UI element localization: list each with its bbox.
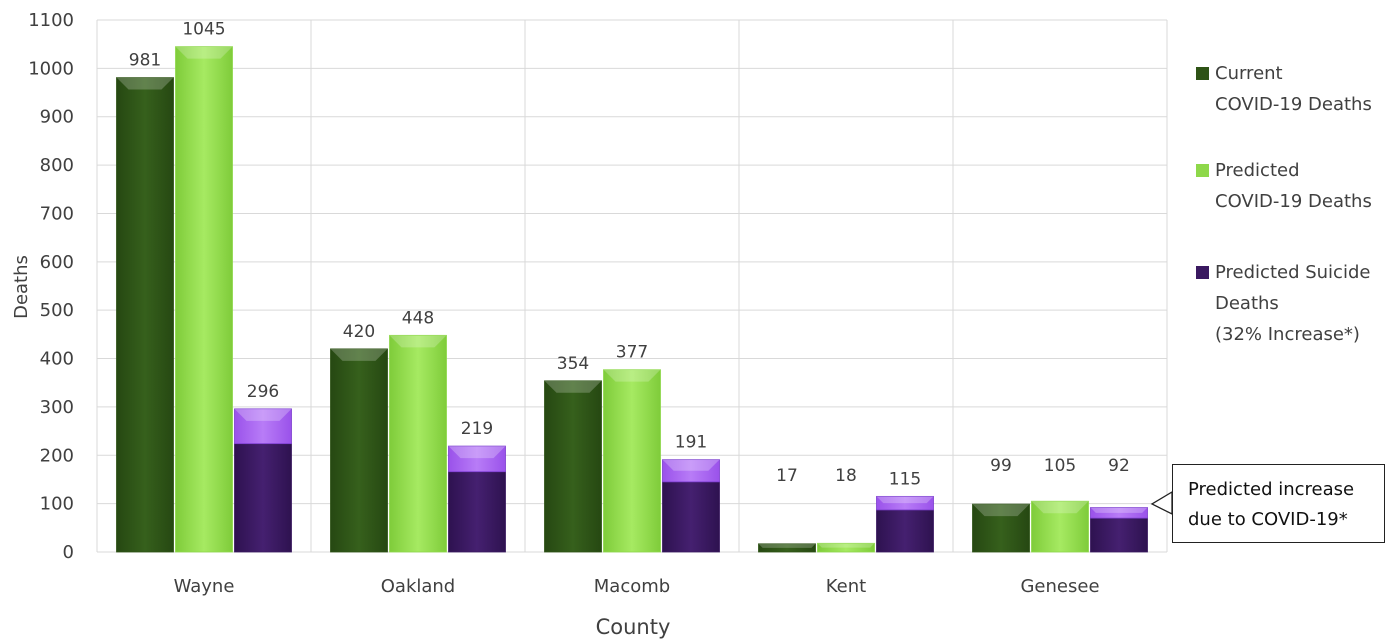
x-tick-label: Kent [826,576,866,597]
data-label-suicide-oakland: 219 [461,419,493,439]
bar-suicide-increase-genesee [1090,507,1148,519]
bar-bevel [1090,507,1148,513]
data-labels: 981 1045 296 420 448 219 354 377 191 17 18 115 99 105… [129,20,1130,490]
y-tick-label: 900 [40,107,74,128]
bar-bevel [758,543,816,548]
x-tick-label: Wayne [174,576,235,597]
bar-suicide-increase-oakland [448,445,506,473]
bar-bevel [972,504,1030,517]
gridlines [96,19,1168,553]
y-tick-label: 1000 [28,58,74,79]
data-label-current-macomb: 354 [557,354,589,374]
bar-bevel [817,543,875,548]
legend-swatch-suicide [1196,266,1209,279]
bar-bevel [876,496,934,504]
bar-bevel [448,446,506,459]
data-label-predicted-genesee: 105 [1044,456,1076,476]
bar-current-wayne [116,77,174,553]
bar-suicide-increase-kent [876,495,934,511]
x-tick-label: Genesee [1020,576,1099,597]
bar-suicide-base-genesee [1090,517,1148,553]
x-tick-label: Oakland [381,576,456,597]
legend-label: Predicted COVID-19 Deaths [1215,160,1372,212]
bar-current-macomb [544,380,602,553]
data-label-suicide-genesee: 92 [1108,456,1130,476]
y-tick-label: 300 [40,397,74,418]
y-tick-label: 0 [63,542,74,563]
data-label-predicted-wayne: 1045 [182,20,225,40]
bar-predicted-wayne [175,46,233,553]
y-tick-label: 400 [40,349,74,370]
data-label-current-wayne: 981 [129,51,161,71]
bar-suicide-base-macomb [662,481,720,553]
legend-swatch-current [1196,67,1209,80]
y-tick-label: 500 [40,300,74,321]
bar-suicide-base-oakland [448,471,506,553]
x-axis-title: County [596,615,671,639]
bar-suicide-base-wayne [234,443,292,553]
y-tick-label: 1100 [28,10,74,31]
bar-suicide-increase-macomb [662,459,720,483]
bar-bevel [544,380,602,393]
bar-bevel [330,348,388,361]
bar-suicide-increase-wayne [234,408,292,445]
data-label-current-kent: 17 [776,466,798,486]
bar-bevel [116,77,174,90]
data-label-predicted-kent: 18 [835,466,857,486]
bar-predicted-kent [817,542,875,553]
callout-text: Predicted increase due to COVID-19* [1188,479,1355,530]
data-label-predicted-macomb: 377 [616,343,648,363]
data-label-suicide-wayne: 296 [247,382,279,402]
bar-predicted-oakland [389,334,447,553]
x-axis-categories: Wayne Oakland Macomb Kent Genesee [174,576,1100,597]
callout-pointer [1150,490,1173,516]
bars [116,46,1148,553]
bar-bevel [234,408,292,421]
y-tick-label: 800 [40,155,74,176]
data-label-current-genesee: 99 [990,456,1012,476]
y-axis-title: Deaths [11,255,32,319]
data-label-predicted-oakland: 448 [402,308,434,328]
x-tick-label: Macomb [594,576,670,597]
bar-predicted-macomb [603,369,661,553]
y-tick-label: 700 [40,203,74,224]
bar-bevel [389,335,447,348]
data-label-current-oakland: 420 [343,322,375,342]
y-tick-label: 100 [40,494,74,515]
bar-suicide-base-kent [876,509,934,553]
data-label-suicide-kent: 115 [889,469,921,489]
callout-annotation: Predicted increase due to COVID-19* [1172,464,1385,543]
bar-bevel [1031,501,1089,514]
y-tick-label: 600 [40,252,74,273]
bar-bevel [175,46,233,59]
bar-predicted-genesee [1031,500,1089,553]
legend-swatch-predicted [1196,164,1209,177]
legend-label: Predicted Suicide Deaths (32% Increase*) [1215,262,1371,345]
data-label-suicide-macomb: 191 [675,433,707,453]
bar-current-oakland [330,348,388,553]
y-tick-label: 200 [40,445,74,466]
bar-bevel [603,369,661,382]
bar-current-kent [758,543,816,553]
legend-label: Current COVID-19 Deaths [1215,63,1372,115]
bar-current-genesee [972,503,1030,553]
y-axis-ticks: 0 100 200 300 400 500 600 700 800 900 1000 1100 [28,10,74,563]
bar-bevel [662,459,720,471]
